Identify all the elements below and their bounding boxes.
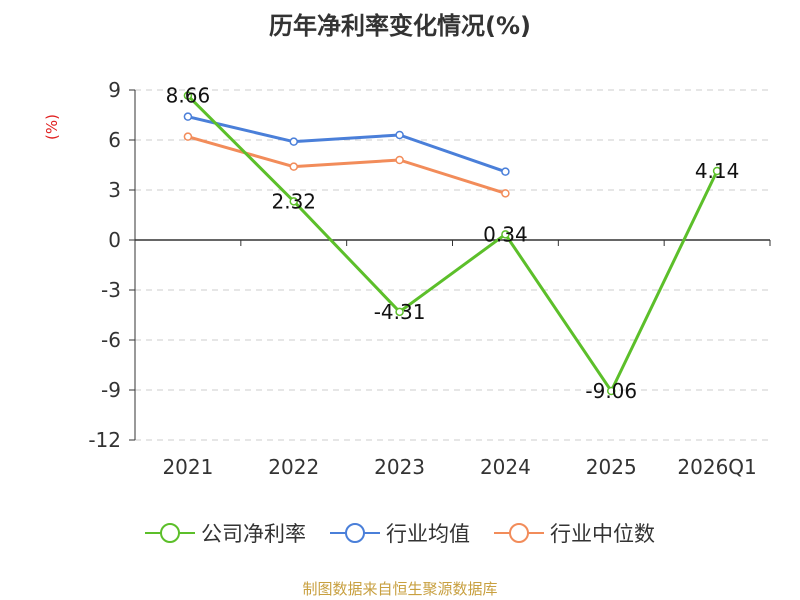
data-point <box>289 137 298 146</box>
data-label: -9.06 <box>585 379 637 403</box>
data-point <box>289 197 298 206</box>
series-line <box>186 94 719 393</box>
x-tick-label: 2021 <box>162 455 213 479</box>
x-tick-label: 2024 <box>480 455 531 479</box>
chart-title: 历年净利率变化情况(%) <box>269 12 531 40</box>
data-label: 4.14 <box>695 159 740 183</box>
x-tick-label: 2022 <box>268 455 319 479</box>
data-point <box>183 132 193 141</box>
data-label: 8.66 <box>166 84 211 108</box>
legend-label: 公司净利率 <box>201 522 306 546</box>
y-tick-label: 9 <box>108 78 121 102</box>
legend-marker-icon <box>330 523 380 543</box>
data-point <box>395 155 404 165</box>
data-point <box>712 166 722 176</box>
y-tick-label: -9 <box>101 378 121 402</box>
data-point <box>501 230 510 239</box>
data-point <box>289 162 298 171</box>
legend-marker-icon <box>145 523 195 543</box>
data-label: -4.31 <box>374 300 426 324</box>
chart-legend: 公司净利率 行业均值 行业中位数 <box>0 518 800 548</box>
legend-item[interactable]: 公司净利率 <box>145 518 306 548</box>
legend-label: 行业中位数 <box>550 522 655 546</box>
y-tick-label: 3 <box>108 178 121 202</box>
series-line <box>187 135 506 195</box>
legend-item[interactable]: 行业中位数 <box>494 518 655 548</box>
data-point <box>501 167 510 176</box>
x-tick-label: 2026Q1 <box>677 455 756 479</box>
data-label: 2.32 <box>271 189 316 213</box>
data-source-note: 制图数据来自恒生聚源数据库 <box>302 580 498 598</box>
data-point <box>395 307 404 317</box>
x-tick-label: 2025 <box>586 455 637 479</box>
legend-label: 行业均值 <box>386 522 470 546</box>
legend-marker-icon <box>494 523 544 543</box>
legend-item[interactable]: 行业均值 <box>330 518 470 548</box>
data-label: 0.34 <box>483 222 528 246</box>
data-point <box>501 189 510 198</box>
y-tick-label: -12 <box>88 428 121 452</box>
data-point <box>183 112 193 121</box>
data-point <box>395 130 404 140</box>
series-line <box>187 115 506 174</box>
x-tick-label: 2023 <box>374 455 425 479</box>
y-tick-label: 0 <box>108 228 121 252</box>
data-point <box>183 91 193 100</box>
y-tick-label: -6 <box>101 328 121 352</box>
y-tick-label: 6 <box>108 128 121 152</box>
y-tick-label: -3 <box>101 278 121 302</box>
data-point <box>607 386 616 396</box>
